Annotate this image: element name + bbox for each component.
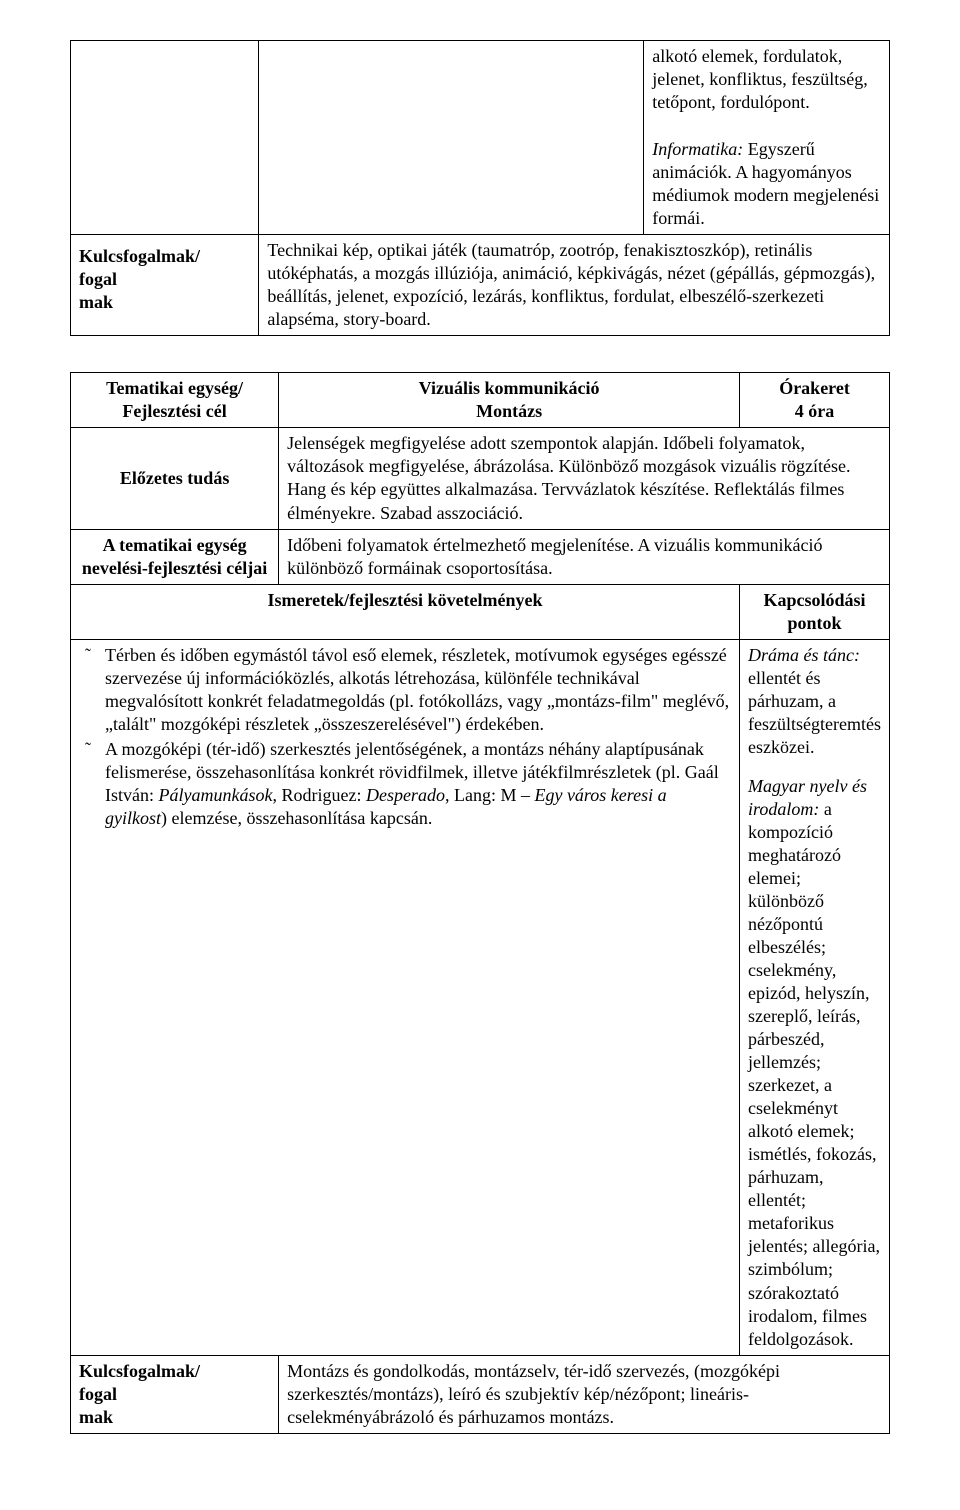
- t2-r1c2a: Vizuális kommunikáció: [419, 378, 600, 398]
- b2i1: Pályamunkások: [159, 785, 273, 805]
- t1-left-label-text: Kulcsfogalmak/fogalmak: [79, 246, 200, 312]
- t2-r6c2: Montázs és gondolkodás, montázselv, tér-…: [279, 1355, 890, 1433]
- t2-r1c1-text: Tematikai egység/ Fejlesztési cél: [106, 378, 243, 421]
- t1-top-right-text: alkotó elemek, fordulatok, jelenet, konf…: [652, 46, 867, 112]
- t1-top-right: alkotó elemek, fordulatok, jelenet, konf…: [644, 41, 890, 119]
- bullet-1: Térben és időben egymástól távol eső ele…: [79, 644, 731, 736]
- right-mid-rest: a kompozíció meghatározó elemei; különbö…: [748, 799, 880, 1349]
- t2-r1c1: Tematikai egység/ Fejlesztési cél: [71, 373, 279, 428]
- table-1: alkotó elemek, fordulatok, jelenet, konf…: [70, 40, 890, 336]
- t2-r6c1-text: Kulcsfogalmak/fogalmak: [79, 1361, 200, 1427]
- t2-r4c2: Kapcsolódási pontok: [740, 584, 890, 639]
- b2mid: , Rodriguez:: [272, 785, 365, 805]
- t2-r3c1: A tematikai egység nevelési-fejlesztési …: [71, 529, 279, 584]
- t2-r4c2-text: Kapcsolódási pontok: [764, 590, 866, 633]
- t2-r3c1-text: A tematikai egység nevelési-fejlesztési …: [82, 535, 267, 578]
- t1-inf-label: Informatika:: [652, 139, 743, 159]
- t1-left-label: Kulcsfogalmak/fogalmak: [71, 235, 259, 336]
- t2-r2c1: Előzetes tudás: [71, 428, 279, 529]
- t2-body-left: Térben és időben egymástól távol eső ele…: [71, 639, 740, 1355]
- t1-main-right: Technikai kép, optikai játék (taumatróp,…: [259, 235, 890, 336]
- t1-blank-mid2: [259, 118, 644, 235]
- right-mid-label: Magyar nyelv és irodalom:: [748, 776, 867, 819]
- bullet-1-text: Térben és időben egymástól távol eső ele…: [105, 645, 729, 734]
- t2-r1c3: Órakeret 4 óra: [740, 373, 890, 428]
- t2-r2c2: Jelenségek megfigyelése adott szempontok…: [279, 428, 890, 529]
- bullet-2: A mozgóképi (tér-idő) szerkesztés jelent…: [79, 738, 731, 830]
- b2i2: Desperado: [366, 785, 445, 805]
- t2-r4c1: Ismeretek/fejlesztési követelmények: [71, 584, 740, 639]
- t2-r1c2b: Montázs: [476, 401, 542, 421]
- t1-blank-left: [71, 41, 259, 119]
- t2-r1c2: Vizuális kommunikáció Montázs: [279, 373, 740, 428]
- t1-main-right-text: Technikai kép, optikai játék (taumatróp,…: [267, 240, 875, 329]
- t2-r1c3a: Órakeret: [779, 378, 850, 398]
- t2-r4c1-text: Ismeretek/fejlesztési követelmények: [267, 590, 542, 610]
- b2end: ) elemzése, összehasonlítása kapcsán.: [161, 808, 432, 828]
- b2dash: –: [516, 785, 534, 805]
- t2-r2c1-text: Előzetes tudás: [120, 468, 230, 488]
- t2-r6c2-text: Montázs és gondolkodás, montázselv, tér-…: [287, 1361, 780, 1427]
- t2-r6c1: Kulcsfogalmak/fogalmak: [71, 1355, 279, 1433]
- t1-blank-left2: [71, 118, 259, 235]
- t2-r2c2-text: Jelenségek megfigyelése adott szempontok…: [287, 433, 850, 522]
- table-2: Tematikai egység/ Fejlesztési cél Vizuál…: [70, 372, 890, 1433]
- b2mid2: , Lang: M: [445, 785, 517, 805]
- t2-r3c2: Időbeni folyamatok értelmezhető megjelen…: [279, 529, 890, 584]
- t1-blank-mid: [259, 41, 644, 119]
- right-top-rest: ellentét és párhuzam, a feszültségteremt…: [748, 668, 881, 757]
- t2-body-right: Dráma és tánc: ellentét és párhuzam, a f…: [740, 639, 890, 1355]
- t1-inf-right: Informatika: Egyszerű animációk. A hagyo…: [644, 118, 890, 235]
- right-top-label: Dráma és tánc:: [748, 645, 860, 665]
- t2-r3c2-text: Időbeni folyamatok értelmezhető megjelen…: [287, 535, 822, 578]
- t2-r1c3b: 4 óra: [795, 401, 835, 421]
